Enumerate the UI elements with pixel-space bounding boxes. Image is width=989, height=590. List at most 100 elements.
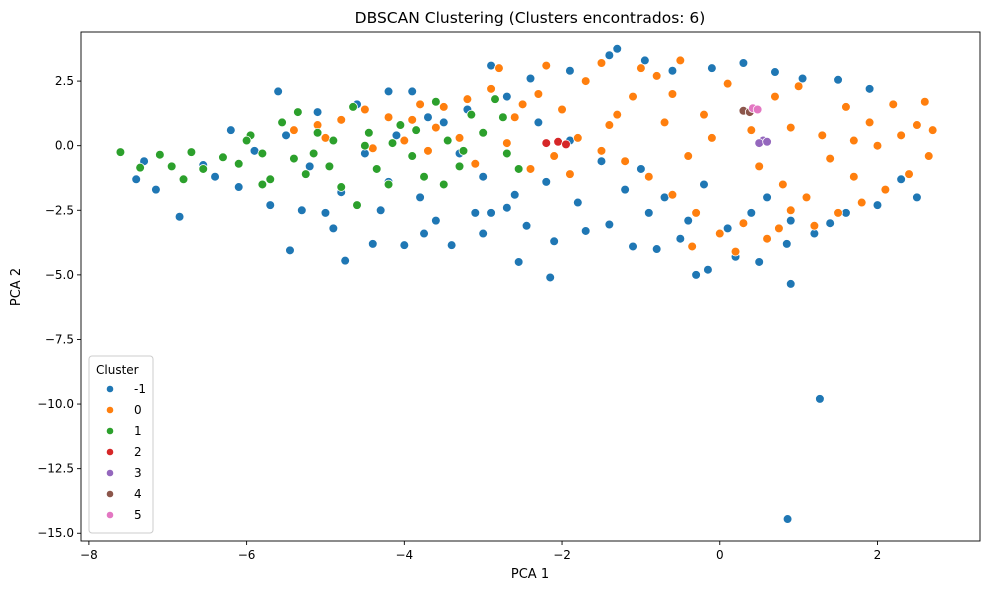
data-point-cluster-0 bbox=[923, 151, 934, 161]
data-point-cluster--1 bbox=[659, 192, 670, 203]
data-point-cluster--1 bbox=[533, 117, 544, 128]
data-point-cluster-1 bbox=[218, 152, 228, 163]
data-point-cluster--1 bbox=[604, 50, 615, 61]
legend-label-3: 3 bbox=[134, 466, 142, 480]
data-point-cluster--1 bbox=[265, 200, 276, 210]
data-point-cluster--1 bbox=[785, 279, 796, 289]
data-point-cluster-0 bbox=[864, 117, 875, 128]
data-point-cluster-1 bbox=[166, 161, 177, 172]
data-point-cluster--1 bbox=[285, 245, 295, 256]
data-point-cluster-1 bbox=[324, 161, 335, 172]
x-tick-label: 0 bbox=[716, 548, 724, 562]
data-point-cluster--1 bbox=[707, 63, 717, 73]
data-point-cluster-0 bbox=[809, 220, 820, 231]
data-point-cluster--1 bbox=[628, 241, 638, 252]
data-point-cluster--1 bbox=[438, 117, 449, 128]
data-point-cluster--1 bbox=[509, 189, 520, 200]
legend-marker--1 bbox=[106, 385, 114, 393]
data-point-cluster--1 bbox=[762, 192, 772, 203]
data-point-cluster--1 bbox=[841, 208, 851, 218]
data-point-cluster--1 bbox=[375, 205, 386, 216]
data-point-cluster-0 bbox=[549, 151, 559, 161]
y-tick-label: 0.0 bbox=[55, 139, 74, 153]
data-point-cluster-0 bbox=[580, 76, 591, 86]
data-point-cluster--1 bbox=[478, 228, 488, 239]
data-point-cluster--1 bbox=[549, 236, 559, 247]
data-point-cluster-0 bbox=[407, 115, 418, 125]
data-point-cluster--1 bbox=[770, 67, 780, 77]
y-tick-label: −5.0 bbox=[45, 268, 74, 282]
data-point-cluster-0 bbox=[699, 109, 709, 120]
data-point-cluster--1 bbox=[513, 257, 524, 267]
data-point-cluster--1 bbox=[391, 130, 402, 141]
data-point-cluster--1 bbox=[502, 202, 512, 213]
legend-marker-3 bbox=[106, 469, 114, 477]
data-point-cluster-1 bbox=[513, 164, 524, 174]
data-point-cluster-1 bbox=[431, 96, 441, 107]
data-point-cluster-1 bbox=[257, 179, 268, 190]
data-point-cluster--1 bbox=[423, 112, 433, 123]
data-point-cluster-0 bbox=[651, 71, 662, 81]
data-point-cluster--1 bbox=[815, 394, 825, 404]
data-point-cluster-0 bbox=[880, 184, 891, 195]
y-tick-label: −2.5 bbox=[45, 203, 74, 217]
x-tick-label: −4 bbox=[395, 548, 413, 562]
data-point-cluster--1 bbox=[782, 514, 793, 524]
data-point-cluster-2 bbox=[541, 138, 552, 148]
data-point-cluster--1 bbox=[912, 192, 922, 203]
data-point-cluster--1 bbox=[612, 43, 623, 54]
data-point-cluster-0 bbox=[825, 153, 835, 164]
data-point-cluster--1 bbox=[399, 240, 410, 250]
data-point-cluster-1 bbox=[186, 147, 197, 157]
y-tick-label: −7.5 bbox=[45, 332, 74, 346]
data-point-cluster--1 bbox=[502, 91, 512, 102]
data-point-cluster-1 bbox=[198, 164, 209, 174]
data-point-cluster--1 bbox=[722, 223, 733, 234]
data-point-cluster-0 bbox=[486, 84, 496, 94]
data-point-cluster--1 bbox=[738, 58, 749, 68]
data-point-cluster--1 bbox=[781, 239, 792, 249]
data-point-cluster-1 bbox=[360, 140, 370, 151]
data-point-cluster-3 bbox=[754, 138, 764, 148]
data-point-cluster--1 bbox=[620, 184, 630, 195]
x-axis-label: PCA 1 bbox=[511, 567, 549, 582]
data-point-cluster-0 bbox=[502, 138, 512, 148]
data-point-cluster--1 bbox=[431, 215, 441, 226]
data-point-cluster-0 bbox=[754, 161, 764, 172]
data-point-cluster-1 bbox=[419, 171, 429, 182]
data-point-cluster-0 bbox=[360, 104, 370, 115]
data-point-cluster--1 bbox=[131, 174, 142, 185]
data-point-cluster--1 bbox=[383, 86, 394, 97]
data-point-cluster-0 bbox=[667, 189, 678, 200]
data-point-cluster--1 bbox=[419, 228, 429, 239]
data-point-cluster--1 bbox=[872, 200, 883, 210]
data-point-cluster--1 bbox=[675, 233, 686, 244]
data-point-cluster--1 bbox=[478, 171, 488, 182]
plot-area-frame bbox=[80, 31, 981, 542]
data-point-cluster-0 bbox=[912, 120, 922, 130]
legend-marker-5 bbox=[106, 511, 114, 519]
data-point-cluster-1 bbox=[257, 148, 268, 159]
data-point-cluster--1 bbox=[640, 55, 650, 66]
data-point-cluster--1 bbox=[833, 75, 843, 85]
data-point-cluster-1 bbox=[348, 102, 358, 112]
data-point-cluster--1 bbox=[320, 208, 331, 218]
data-point-cluster-0 bbox=[778, 179, 788, 190]
data-point-cluster-1 bbox=[438, 179, 449, 190]
data-point-cluster-1 bbox=[387, 138, 398, 148]
data-point-cluster-0 bbox=[320, 133, 331, 143]
data-point-cluster-0 bbox=[336, 115, 347, 125]
data-point-cluster-1 bbox=[265, 174, 276, 185]
legend-label-4: 4 bbox=[134, 487, 142, 501]
data-point-cluster-1 bbox=[502, 148, 512, 159]
data-point-cluster-0 bbox=[628, 91, 638, 102]
legend: Cluster -1 0 1 2 3 4 5 bbox=[88, 355, 154, 534]
legend-marker-2 bbox=[106, 448, 114, 456]
legend-label-1: 1 bbox=[134, 424, 142, 438]
data-point-cluster--1 bbox=[226, 125, 236, 135]
data-point-cluster-0 bbox=[612, 109, 623, 120]
data-point-cluster-0 bbox=[565, 169, 575, 179]
legend-label-2: 2 bbox=[134, 445, 142, 459]
legend-frame bbox=[88, 355, 154, 534]
